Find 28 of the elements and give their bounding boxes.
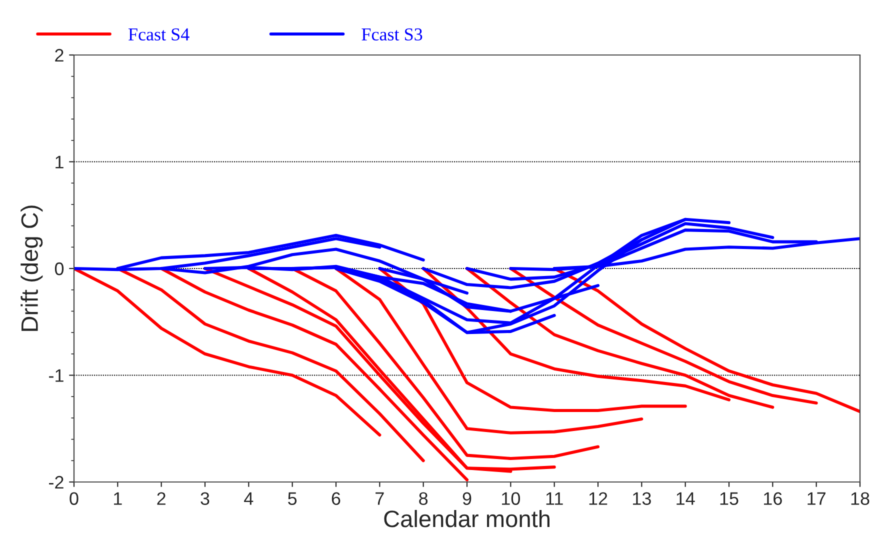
y-tick-label: -1 bbox=[49, 369, 64, 382]
x-tick-label: 16 bbox=[764, 492, 782, 505]
x-tick-label: 18 bbox=[851, 492, 870, 505]
x-tick-label: 11 bbox=[546, 492, 563, 505]
x-tick-label: 6 bbox=[332, 492, 340, 505]
x-tick-label: 0 bbox=[70, 492, 78, 505]
legend-label: Fcast S3 bbox=[362, 28, 422, 40]
x-tick-label: 4 bbox=[244, 492, 254, 505]
x-tick-label: 7 bbox=[376, 492, 384, 505]
legend-label: Fcast S4 bbox=[128, 28, 190, 40]
x-tick-label: 14 bbox=[676, 492, 695, 505]
x-tick-label: 12 bbox=[589, 492, 608, 505]
x-tick-label: 15 bbox=[720, 492, 738, 505]
x-tick-label: 5 bbox=[288, 492, 297, 505]
x-tick-label: 3 bbox=[200, 492, 210, 505]
x-tick-label: 1 bbox=[114, 492, 122, 505]
x-tick-label: 2 bbox=[157, 492, 166, 505]
y-tick-label: 1 bbox=[56, 156, 64, 168]
x-tick-label: 13 bbox=[633, 492, 651, 505]
x-tick-label: 8 bbox=[419, 492, 428, 505]
x-axis-title: Calendar month bbox=[384, 510, 550, 528]
y-tick-label: 0 bbox=[54, 262, 64, 276]
y-tick-label: -2 bbox=[49, 476, 64, 489]
y-axis-title: Drift (deg C) bbox=[20, 206, 43, 331]
x-tick-label: 17 bbox=[808, 492, 826, 505]
x-tick-label: 9 bbox=[462, 492, 472, 505]
y-tick-label: 2 bbox=[55, 48, 64, 62]
x-tick-label: 10 bbox=[502, 492, 520, 505]
